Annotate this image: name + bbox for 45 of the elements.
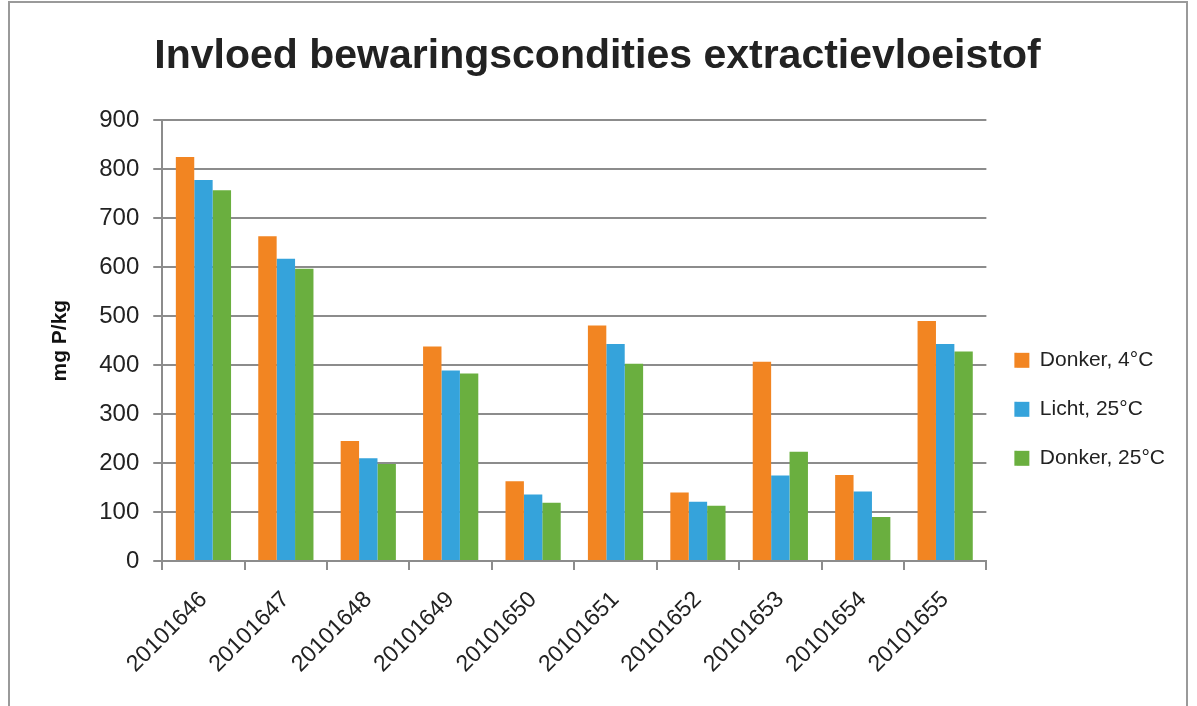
bar [587, 325, 607, 561]
bar [175, 156, 195, 561]
y-tick-label: 900 [99, 104, 140, 132]
y-tick-label: 600 [99, 251, 140, 279]
legend-label: Donker, 25°C [1039, 445, 1166, 469]
bar [935, 344, 955, 561]
bar [459, 373, 479, 561]
bar [707, 505, 726, 561]
bar [771, 475, 790, 561]
bar [688, 501, 708, 561]
y-tick-label: 500 [99, 300, 140, 328]
bar [377, 464, 396, 561]
legend-label: Donker, 4°C [1039, 347, 1154, 371]
bar [917, 321, 936, 561]
bar [954, 351, 973, 561]
bar [606, 344, 625, 561]
bar [212, 190, 232, 561]
bar [752, 361, 772, 561]
bar [624, 363, 644, 561]
bar [542, 502, 561, 561]
bar [276, 258, 296, 561]
bar [835, 474, 854, 561]
y-tick-label: 100 [99, 496, 140, 524]
bar [194, 179, 213, 561]
y-tick-label: 300 [99, 398, 140, 426]
bar [853, 491, 872, 561]
bar [871, 517, 891, 561]
bar [523, 494, 543, 561]
y-tick-label: 0 [125, 545, 140, 573]
bar [359, 458, 378, 561]
chart-title: Invloed bewaringscondities extractievloeistof [154, 30, 1041, 77]
bar [340, 441, 360, 561]
bar [295, 268, 314, 561]
y-tick-label: 700 [99, 202, 140, 230]
bar [441, 370, 460, 561]
bar [670, 492, 689, 561]
legend-label: Licht, 25°C [1039, 396, 1143, 420]
bar [789, 451, 808, 561]
y-axis-title: mg P/kg [47, 299, 71, 382]
bar [423, 346, 442, 561]
y-tick-label: 200 [99, 447, 140, 475]
bar [505, 481, 524, 561]
y-tick-label: 800 [99, 153, 140, 181]
bar [258, 236, 277, 561]
y-tick-label: 400 [99, 349, 140, 377]
